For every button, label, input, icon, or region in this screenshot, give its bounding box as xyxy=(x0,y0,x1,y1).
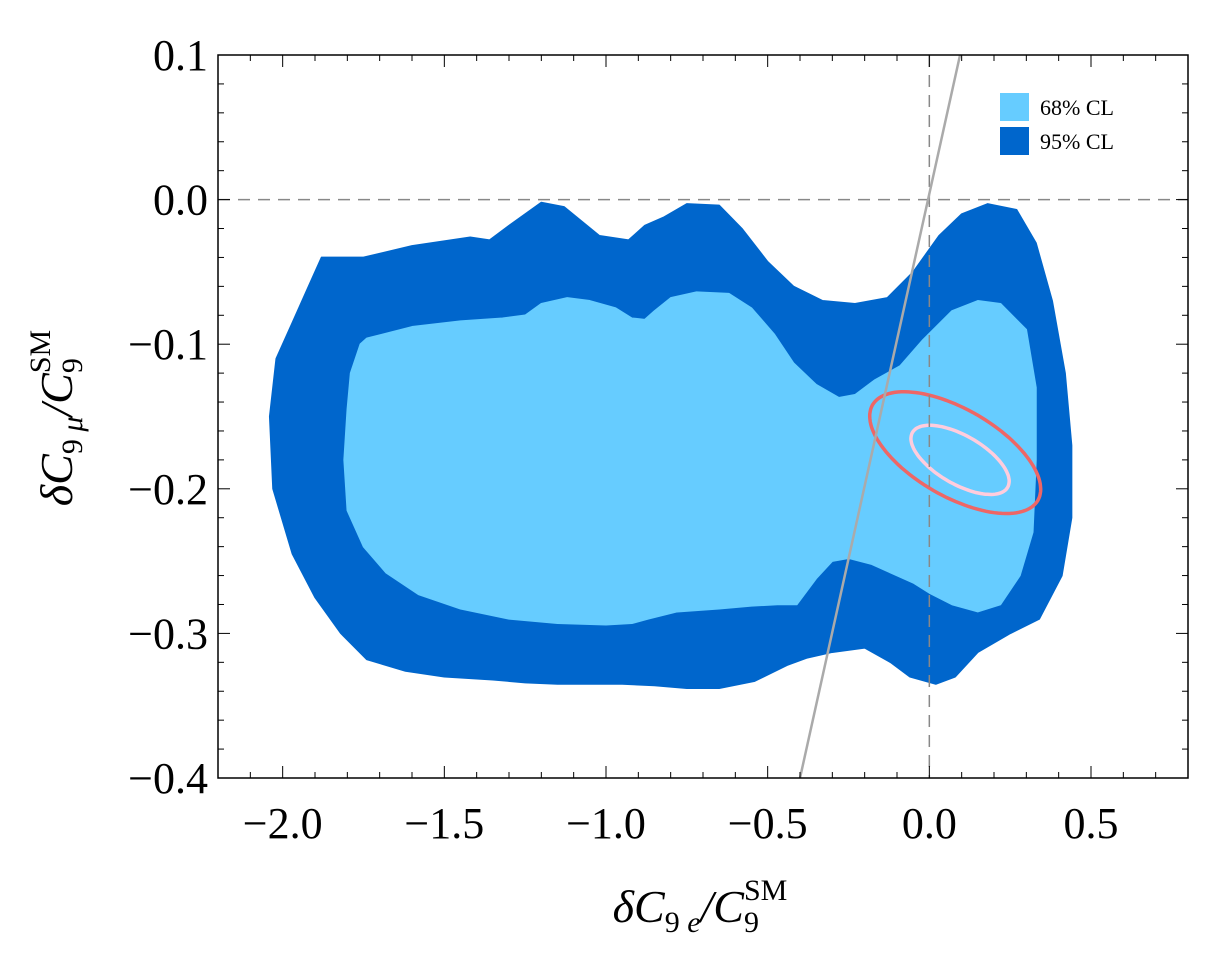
region-68-cl xyxy=(343,291,1037,626)
x-tick-label: 0.5 xyxy=(1064,799,1119,848)
y-tick-label: −0.4 xyxy=(128,754,208,803)
contour-outer-ellipse xyxy=(867,390,1043,516)
reference-lines xyxy=(218,55,1188,778)
axis-ticks xyxy=(217,54,1189,779)
legend-label-95: 95% CL xyxy=(1040,129,1114,154)
contour-inner-ellipse xyxy=(909,423,1011,497)
legend: 68% CL 95% CL xyxy=(1000,93,1114,155)
y-tick-label: 0.0 xyxy=(153,176,208,225)
confidence-regions xyxy=(268,201,1073,690)
legend-swatch-68 xyxy=(1000,93,1029,121)
y-axis-title: δC9 μ/C9SM xyxy=(24,330,89,506)
svg-text:δC9 e/C9SM: δC9 e/C9SM xyxy=(613,874,788,939)
legend-label-68: 68% CL xyxy=(1040,95,1114,120)
reference-line-diagonal xyxy=(798,55,962,778)
svg-text:δC9 μ/C9SM: δC9 μ/C9SM xyxy=(24,330,89,506)
x-tick-label: −2.0 xyxy=(243,799,323,848)
x-tick-label: −1.0 xyxy=(566,799,646,848)
y-tick-label: −0.1 xyxy=(128,320,208,369)
contour-lines xyxy=(867,390,1043,516)
y-tick-label: −0.3 xyxy=(128,609,208,658)
y-tick-label: −0.2 xyxy=(128,465,208,514)
x-tick-label: −0.5 xyxy=(728,799,808,848)
y-tick-label: 0.1 xyxy=(153,31,208,80)
legend-swatch-95 xyxy=(1000,127,1029,155)
x-tick-label: 0.0 xyxy=(902,799,957,848)
x-axis-title: δC9 e/C9SM xyxy=(613,874,788,939)
x-tick-label: −1.5 xyxy=(404,799,484,848)
tick-labels: −2.0 −1.5 −1.0 −0.5 0.0 0.5 0.1 0.0 −0.1 −0.2 −0.3… xyxy=(128,31,1118,848)
